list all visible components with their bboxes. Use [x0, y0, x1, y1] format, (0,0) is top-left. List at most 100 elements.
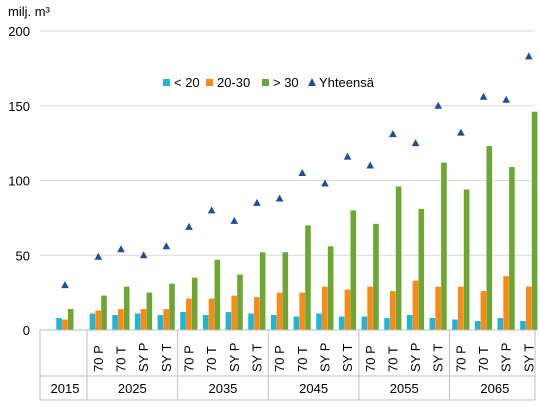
total-marker — [411, 139, 420, 147]
legend-label: Yhteensä — [319, 75, 375, 90]
bar — [412, 280, 419, 330]
bar — [305, 225, 311, 330]
bar — [202, 315, 209, 330]
bar — [237, 274, 243, 330]
total-marker — [389, 130, 397, 138]
group-label: 2045 — [299, 381, 328, 396]
legend-marker — [308, 78, 316, 86]
group-label: 2015 — [51, 381, 80, 396]
bar — [270, 315, 277, 330]
x-tick-labels: 2015 2025 2035 2045 2055 2065 70 P 70 T SY P SY T… — [51, 343, 537, 396]
bar — [338, 316, 345, 330]
bar — [112, 315, 118, 330]
bar — [293, 316, 300, 330]
bar — [101, 295, 107, 330]
category-label: 70 P — [272, 345, 287, 372]
legend-label: 20-30 — [217, 75, 250, 90]
category-label: 70 P — [363, 345, 378, 372]
bar — [316, 313, 322, 330]
bar — [322, 286, 328, 330]
total-marker — [434, 101, 443, 109]
bar — [276, 292, 283, 330]
category-label: SY T — [249, 344, 264, 372]
category-label: SY P — [136, 343, 151, 372]
bar — [180, 312, 186, 330]
bar — [350, 210, 357, 330]
total-marker — [117, 245, 125, 253]
legend-label: > 30 — [273, 75, 299, 90]
bar — [186, 298, 192, 330]
category-label: 70 T — [476, 346, 491, 372]
total-marker — [207, 206, 216, 214]
bar — [474, 321, 481, 330]
total-marker — [479, 92, 488, 100]
bar — [67, 309, 74, 330]
bar — [140, 309, 147, 330]
total-marker — [61, 281, 69, 289]
category-label: SY P — [227, 343, 242, 372]
category-label: SY P — [499, 343, 514, 372]
bar — [406, 315, 413, 330]
bar — [231, 295, 237, 330]
y-axis-label: milj. m³ — [8, 4, 51, 19]
bar — [146, 292, 153, 330]
category-label: SY P — [317, 343, 332, 372]
category-label: SY T — [521, 344, 536, 372]
bar — [259, 252, 266, 330]
y-tick-labels: 0 50 100 150 200 — [8, 24, 30, 338]
bar — [361, 316, 368, 330]
bar — [429, 318, 436, 330]
bar — [435, 286, 441, 330]
legend-label: < 20 — [174, 75, 200, 90]
group-label: 2055 — [390, 381, 419, 396]
bar — [163, 309, 170, 330]
x-axis — [39, 329, 536, 401]
category-label: 70 T — [113, 346, 128, 372]
bar — [503, 276, 509, 330]
legend-swatch — [262, 79, 269, 86]
total-marker — [162, 242, 171, 250]
bar — [282, 252, 289, 330]
bar — [62, 319, 68, 330]
bar — [118, 309, 124, 330]
y-tick-label: 150 — [8, 99, 30, 114]
bar — [418, 208, 425, 330]
bar — [480, 291, 487, 330]
bar — [214, 259, 221, 330]
category-label: SY P — [408, 343, 423, 372]
bar — [395, 186, 402, 330]
bar — [248, 313, 254, 330]
gridlines — [40, 30, 535, 256]
y-tick-label: 0 — [23, 323, 30, 338]
bar — [525, 286, 532, 330]
bar — [509, 167, 515, 330]
bar — [384, 318, 390, 330]
category-label: SY T — [340, 344, 355, 372]
bar — [56, 318, 62, 330]
category-label: 70 T — [385, 346, 400, 372]
bar — [95, 310, 102, 330]
total-marker — [502, 95, 511, 103]
bar — [367, 286, 373, 330]
bar — [441, 162, 447, 330]
bar — [457, 286, 464, 330]
category-label: 70 T — [204, 346, 219, 372]
bar — [344, 289, 351, 330]
bar — [452, 319, 458, 330]
bar — [169, 283, 175, 330]
bar — [390, 291, 396, 330]
total-marker — [321, 179, 329, 187]
y-tick-label: 200 — [8, 24, 30, 39]
bar — [134, 313, 141, 330]
group-label: 2065 — [480, 381, 509, 396]
total-markers — [61, 52, 533, 289]
group-label: 2035 — [208, 381, 237, 396]
category-label: SY T — [159, 344, 174, 372]
legend-swatch — [206, 79, 213, 86]
bar — [299, 292, 305, 330]
bar — [531, 111, 538, 330]
bar — [520, 321, 526, 330]
bar — [191, 277, 198, 330]
group-label: 2025 — [118, 381, 147, 396]
